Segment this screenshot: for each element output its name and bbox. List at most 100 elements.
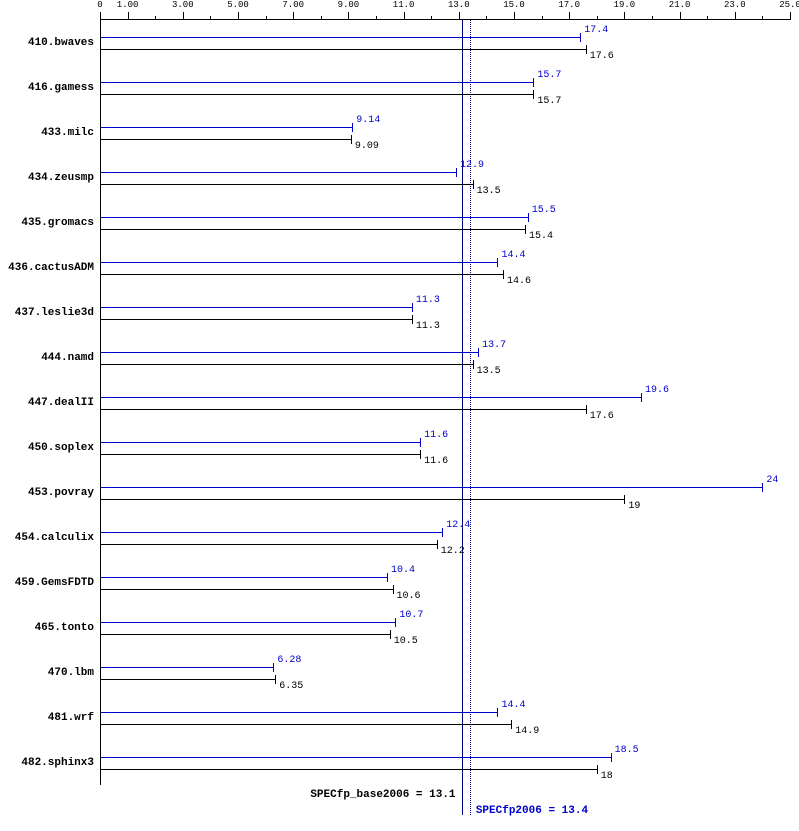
base-value: 9.09 xyxy=(355,141,379,152)
peak-bar-cap xyxy=(528,213,529,222)
tick-label: 3.00 xyxy=(172,0,194,10)
benchmark-row: 434.zeusmp12.913.5 xyxy=(0,155,799,200)
peak-value: 15.5 xyxy=(532,205,556,216)
tick-label: 7.00 xyxy=(282,0,304,10)
tick-label: 19.0 xyxy=(614,0,636,10)
base-bar xyxy=(100,499,624,500)
benchmark-row: 459.GemsFDTD10.410.6 xyxy=(0,560,799,605)
peak-bar xyxy=(100,667,273,668)
base-value: 18 xyxy=(601,771,613,782)
base-bar-cap xyxy=(473,180,474,189)
peak-bar-cap xyxy=(611,753,612,762)
tick-label: 15.0 xyxy=(503,0,525,10)
base-bar xyxy=(100,679,275,680)
peak-bar-cap xyxy=(456,168,457,177)
peak-value: 14.4 xyxy=(501,700,525,711)
benchmark-row: 453.povray2419 xyxy=(0,470,799,515)
tick-label: 25.0 xyxy=(779,0,799,10)
tick-label: 11.0 xyxy=(393,0,415,10)
peak-bar xyxy=(100,397,641,398)
base-value: 11.3 xyxy=(416,321,440,332)
benchmark-row: 454.calculix12.412.2 xyxy=(0,515,799,560)
tick-major xyxy=(514,12,515,20)
benchmark-row: 416.gamess15.715.7 xyxy=(0,65,799,110)
peak-bar xyxy=(100,307,412,308)
peak-bar xyxy=(100,172,456,173)
tick-label: 21.0 xyxy=(669,0,691,10)
benchmark-label: 433.milc xyxy=(41,127,94,139)
base-bar-cap xyxy=(351,135,352,144)
base-value: 12.2 xyxy=(441,546,465,557)
tick-label: 1.00 xyxy=(117,0,139,10)
peak-bar-cap xyxy=(412,303,413,312)
base-bar xyxy=(100,769,597,770)
benchmark-label: 482.sphinx3 xyxy=(21,757,94,769)
tick-label: 17.0 xyxy=(558,0,580,10)
base-bar-cap xyxy=(624,495,625,504)
benchmark-label: 444.namd xyxy=(41,352,94,364)
benchmark-row: 436.cactusADM14.414.6 xyxy=(0,245,799,290)
benchmark-label: 434.zeusmp xyxy=(28,172,94,184)
tick-major xyxy=(100,12,101,20)
peak-bar-cap xyxy=(352,123,353,132)
benchmark-label: 437.leslie3d xyxy=(15,307,94,319)
base-bar xyxy=(100,49,586,50)
base-bar-cap xyxy=(586,45,587,54)
tick-major xyxy=(183,12,184,20)
peak-bar-cap xyxy=(395,618,396,627)
peak-value: 10.4 xyxy=(391,565,415,576)
tick-label: 23.0 xyxy=(724,0,746,10)
peak-bar xyxy=(100,442,420,443)
peak-value: 14.4 xyxy=(501,250,525,261)
peak-bar xyxy=(100,127,352,128)
peak-bar xyxy=(100,757,611,758)
peak-bar xyxy=(100,577,387,578)
base-bar xyxy=(100,724,511,725)
benchmark-label: 459.GemsFDTD xyxy=(15,577,94,589)
peak-bar xyxy=(100,82,533,83)
benchmark-label: 453.povray xyxy=(28,487,94,499)
base-bar-cap xyxy=(390,630,391,639)
base-bar xyxy=(100,364,473,365)
footer-peak-label: SPECfp2006 = 13.4 xyxy=(476,805,588,817)
peak-bar xyxy=(100,487,762,488)
base-bar-cap xyxy=(533,90,534,99)
benchmark-row: 444.namd13.713.5 xyxy=(0,335,799,380)
base-bar-cap xyxy=(503,270,504,279)
benchmark-row: 481.wrf14.414.9 xyxy=(0,695,799,740)
peak-value: 13.7 xyxy=(482,340,506,351)
tick-major xyxy=(624,12,625,20)
peak-bar-cap xyxy=(580,33,581,42)
base-bar-cap xyxy=(437,540,438,549)
peak-value: 10.7 xyxy=(399,610,423,621)
base-value: 17.6 xyxy=(590,51,614,62)
benchmark-row: 437.leslie3d11.311.3 xyxy=(0,290,799,335)
peak-bar-cap xyxy=(497,708,498,717)
base-value: 14.6 xyxy=(507,276,531,287)
tick-label: 5.00 xyxy=(227,0,249,10)
base-bar-cap xyxy=(393,585,394,594)
benchmark-label: 470.lbm xyxy=(48,667,94,679)
base-value: 14.9 xyxy=(515,726,539,737)
base-bar-cap xyxy=(420,450,421,459)
spec-chart: 01.003.005.007.009.0011.013.015.017.019.… xyxy=(0,0,799,831)
benchmark-row: 433.milc9.149.09 xyxy=(0,110,799,155)
peak-value: 12.9 xyxy=(460,160,484,171)
tick-label: 13.0 xyxy=(448,0,470,10)
peak-value: 18.5 xyxy=(615,745,639,756)
peak-value: 12.4 xyxy=(446,520,470,531)
base-bar xyxy=(100,589,393,590)
peak-value: 19.6 xyxy=(645,385,669,396)
peak-value: 15.7 xyxy=(537,70,561,81)
benchmark-label: 447.dealII xyxy=(28,397,94,409)
peak-bar-cap xyxy=(442,528,443,537)
peak-bar-cap xyxy=(478,348,479,357)
peak-value: 6.28 xyxy=(277,655,301,666)
tick-major xyxy=(404,12,405,20)
peak-bar-cap xyxy=(273,663,274,672)
benchmark-row: 470.lbm6.286.35 xyxy=(0,650,799,695)
base-bar xyxy=(100,634,390,635)
tick-major xyxy=(459,12,460,20)
base-bar xyxy=(100,409,586,410)
base-value: 11.6 xyxy=(424,456,448,467)
